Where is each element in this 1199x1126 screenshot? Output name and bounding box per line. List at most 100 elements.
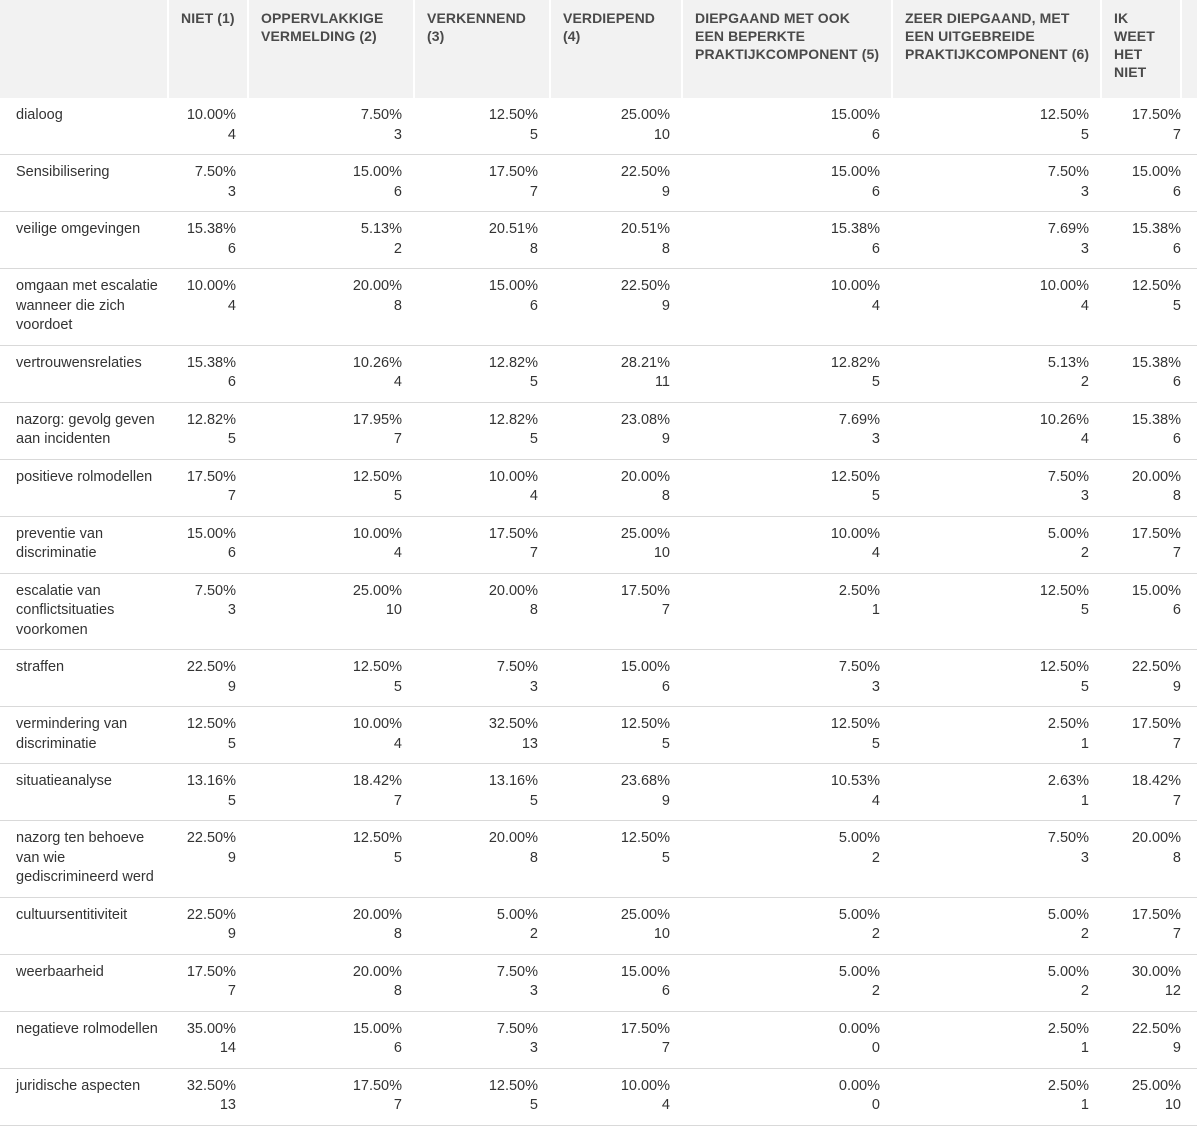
cell-count: 4	[393, 545, 402, 561]
cell-percentage: 7.50%	[838, 659, 880, 675]
cell-percentage: 10.00%	[1039, 278, 1089, 294]
table-cell: 13.16% 5	[414, 763, 550, 821]
table-cell: 10.00% 4	[248, 706, 414, 764]
table-cell: 20.00% 8	[248, 954, 414, 1012]
cell-percentage: 15.00%	[352, 1020, 402, 1037]
cell-percentage: 5.00%	[838, 906, 880, 923]
cell-count: 3	[227, 602, 236, 618]
table-cell: 5.00% 2	[892, 954, 1101, 1012]
row-overflow-cell	[1181, 1068, 1197, 1126]
cell-percentage: 20.00%	[1131, 830, 1181, 846]
cell-percentage: 20.51%	[488, 221, 538, 237]
cell-count: 2	[871, 849, 880, 866]
cell-percentage: 10.00%	[352, 716, 402, 732]
table-cell: 12.50% 5	[682, 459, 892, 517]
cell-count: 3	[529, 678, 538, 695]
cell-count: 2	[871, 983, 880, 999]
column-header-verdiepend: VERDIEPEND (4)	[550, 0, 683, 98]
cell-count: 8	[529, 849, 538, 866]
cell-percentage: 18.42%	[352, 773, 402, 789]
cell-percentage: 20.00%	[352, 906, 402, 923]
cell-percentage: 10.53%	[830, 773, 880, 789]
cell-percentage: 12.82%	[186, 411, 236, 428]
table-cell: 20.00% 8	[248, 268, 414, 346]
row-overflow-cell	[1181, 897, 1197, 955]
cell-percentage: 22.50%	[620, 278, 670, 294]
cell-count: 9	[227, 849, 236, 866]
cell-count: 8	[393, 983, 402, 999]
table-cell: 7.50% 3	[892, 459, 1101, 517]
table-cell: 7.50% 3	[168, 154, 248, 212]
table-cell: 2.50% 1	[892, 1011, 1101, 1069]
row-overflow-cell	[1181, 402, 1197, 460]
row-overflow-cell	[1181, 516, 1197, 574]
cell-percentage: 10.00%	[186, 107, 236, 123]
table-cell: 25.00% 10	[1101, 1068, 1181, 1126]
cell-count: 8	[393, 297, 402, 314]
table-cell: 5.00% 2	[682, 820, 892, 898]
row-overflow-cell	[1181, 1011, 1197, 1069]
cell-count: 3	[227, 183, 236, 200]
table-cell: 7.50% 3	[414, 954, 550, 1012]
table-cell: 12.50% 5	[892, 98, 1101, 155]
table-cell: 20.51% 8	[550, 211, 682, 269]
cell-percentage: 22.50%	[186, 830, 236, 846]
table-cell: 15.00% 6	[248, 154, 414, 212]
table-row: vermindering van discriminatie 12.50% 5 10.…	[0, 706, 1197, 764]
cell-count: 6	[871, 126, 880, 143]
cell-count: 4	[393, 735, 402, 752]
cell-count: 7	[1172, 126, 1181, 143]
cell-count: 7	[227, 488, 236, 504]
table-cell: 12.50% 5	[892, 649, 1101, 707]
table-cell: 7.50% 3	[168, 573, 248, 650]
cell-count: 3	[529, 983, 538, 999]
cell-percentage: 20.51%	[620, 221, 670, 237]
table-cell: 17.95% 7	[248, 402, 414, 460]
cell-percentage: 2.50%	[1047, 1020, 1089, 1037]
cell-percentage: 10.26%	[1039, 411, 1089, 428]
cell-percentage: 17.50%	[352, 1077, 402, 1094]
cell-percentage: 10.00%	[830, 278, 880, 294]
cell-percentage: 12.82%	[830, 354, 880, 371]
table-cell: 7.50% 3	[682, 649, 892, 707]
table-cell: 22.50% 9	[168, 649, 248, 707]
cell-count: 2	[529, 926, 538, 942]
cell-count: 10	[1164, 1097, 1181, 1113]
table-cell: 20.00% 8	[550, 459, 682, 517]
table-cell: 15.38% 6	[168, 211, 248, 269]
cell-percentage: 15.38%	[1131, 411, 1181, 428]
cell-count: 5	[661, 849, 670, 866]
row-label: cultuursentitiviteit	[0, 897, 168, 955]
cell-percentage: 5.00%	[496, 906, 538, 923]
cell-percentage: 30.00%	[1131, 963, 1181, 980]
cell-count: 4	[871, 545, 880, 561]
cell-percentage: 17.50%	[1131, 906, 1181, 923]
cell-percentage: 15.00%	[488, 278, 538, 294]
cell-percentage: 17.50%	[620, 1020, 670, 1037]
table-cell: 12.50% 5	[414, 98, 550, 155]
cell-count: 3	[1080, 849, 1089, 866]
cell-count: 1	[1080, 1097, 1089, 1113]
cell-count: 5	[661, 735, 670, 752]
cell-count: 2	[1080, 983, 1089, 999]
table-row: positieve rolmodellen 17.50% 7 12.50% 5 10.00…	[0, 459, 1197, 517]
cell-count: 7	[1172, 545, 1181, 561]
cell-count: 4	[393, 374, 402, 390]
table-body: dialoog 10.00% 4 7.50% 3 12.50% 5 25.00% 10 15.00…	[0, 98, 1197, 1126]
cell-count: 8	[1172, 488, 1181, 504]
cell-percentage: 17.50%	[1131, 525, 1181, 542]
cell-count: 4	[1080, 297, 1089, 314]
table-cell: 5.00% 2	[414, 897, 550, 955]
cell-percentage: 25.00%	[1131, 1077, 1181, 1094]
table-cell: 15.00% 6	[168, 516, 248, 574]
cell-percentage: 7.50%	[1047, 164, 1089, 180]
table-row: vertrouwensrelaties 15.38% 6 10.26% 4 12.82% 5…	[0, 345, 1197, 403]
cell-percentage: 22.50%	[1131, 659, 1181, 675]
table-cell: 17.50% 7	[414, 154, 550, 212]
cell-percentage: 28.21%	[620, 354, 670, 371]
cell-count: 6	[1172, 240, 1181, 257]
cell-percentage: 5.00%	[838, 963, 880, 980]
cell-percentage: 2.63%	[1047, 773, 1089, 789]
cell-count: 5	[393, 488, 402, 504]
cell-count: 5	[227, 792, 236, 809]
